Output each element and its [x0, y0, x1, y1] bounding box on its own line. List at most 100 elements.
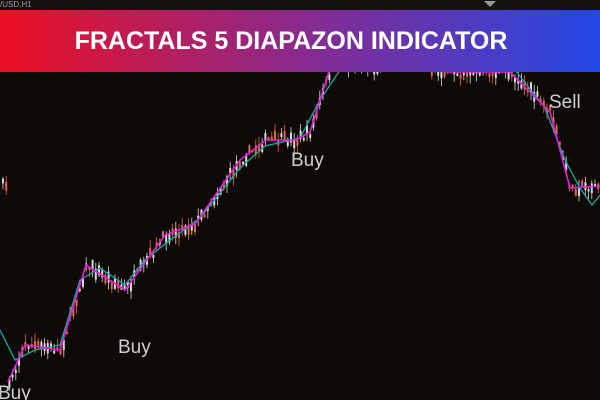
- candle-body: [110, 281, 113, 289]
- candle-body: [14, 369, 17, 373]
- candle-body: [232, 168, 235, 179]
- candle-body: [248, 145, 251, 153]
- candle-body: [178, 231, 180, 239]
- candle-body: [5, 181, 8, 191]
- candle-body: [459, 74, 462, 80]
- candle-body: [286, 141, 289, 147]
- candle-body: [226, 176, 228, 186]
- candle-body: [517, 79, 520, 84]
- signal-label: Buy: [291, 150, 324, 171]
- candle-body: [184, 225, 187, 235]
- candle-body: [274, 130, 276, 141]
- candle-body: [101, 270, 104, 278]
- candle-body: [168, 234, 171, 243]
- candle-body: [142, 260, 145, 265]
- candle-body: [488, 73, 491, 78]
- candle-body: [590, 183, 593, 194]
- candle-body: [302, 137, 305, 141]
- candle-body: [2, 178, 4, 184]
- candle-body: [555, 125, 558, 135]
- candle-body: [523, 80, 526, 90]
- candle-body: [466, 72, 468, 77]
- candle-body: [469, 72, 472, 76]
- candle-body: [130, 281, 132, 292]
- top-strip: [0, 0, 600, 10]
- candle-body: [443, 69, 446, 77]
- candle-body: [162, 231, 164, 238]
- candle-body: [66, 331, 68, 335]
- candle-body: [107, 271, 110, 283]
- signal-label: Buy: [118, 337, 151, 358]
- candle-body: [78, 288, 81, 292]
- candle-body: [453, 72, 456, 75]
- candle-body: [309, 134, 312, 139]
- candle-body: [34, 340, 36, 349]
- candle-body: [306, 124, 308, 135]
- candle-body: [574, 189, 577, 196]
- candle-body: [558, 141, 561, 146]
- candle-body: [62, 340, 65, 351]
- candle-body: [546, 108, 548, 115]
- candle-body: [245, 155, 248, 166]
- candle-body: [584, 182, 587, 190]
- symbol-label: /USD,H1: [0, 0, 32, 9]
- candle-body: [242, 161, 244, 165]
- candle-body: [299, 130, 302, 139]
- candle-body: [430, 71, 433, 77]
- candle-body: [59, 348, 62, 355]
- candle-body: [18, 358, 20, 366]
- candle-body: [56, 347, 59, 350]
- candle-body: [267, 137, 270, 141]
- candle-body: [91, 259, 94, 270]
- candle-body: [50, 343, 52, 349]
- candle-body: [315, 110, 318, 119]
- candle-body: [587, 189, 590, 192]
- moving-average: [0, 65, 600, 361]
- candle-body: [514, 76, 516, 83]
- candle-body: [194, 224, 196, 233]
- candle-body: [82, 278, 84, 287]
- candle-body: [123, 285, 126, 290]
- candle-body: [190, 224, 193, 231]
- candle-body: [94, 268, 97, 280]
- candle-body: [280, 133, 283, 138]
- candle-body: [296, 137, 299, 146]
- candle-body: [440, 72, 443, 79]
- banner-title: FRACTALS 5 DIAPAZON INDICATOR: [75, 27, 508, 55]
- candle-body: [187, 224, 190, 235]
- signal-label: Sell: [549, 92, 581, 113]
- candle-body: [494, 70, 497, 79]
- candle-body: [27, 346, 30, 349]
- candle-body: [53, 350, 56, 354]
- signal-label: Buy: [0, 383, 31, 400]
- candle-body: [293, 139, 296, 149]
- candle-body: [578, 187, 580, 196]
- candle-body: [229, 168, 232, 174]
- candle-body: [290, 132, 292, 143]
- candle-body: [270, 136, 273, 141]
- candle-body: [238, 161, 241, 170]
- candle-body: [462, 73, 465, 76]
- candle-body: [594, 183, 596, 187]
- candle-body: [174, 228, 177, 238]
- candle-body: [437, 68, 440, 76]
- candle-body: [197, 215, 200, 220]
- candle-body: [8, 378, 11, 388]
- candle-body: [264, 132, 267, 141]
- candle-body: [155, 242, 158, 247]
- candle-body: [520, 80, 523, 89]
- candle-body: [40, 341, 43, 350]
- candle-body: [88, 267, 91, 270]
- candle-body: [181, 225, 184, 231]
- candle-body: [219, 187, 222, 195]
- fractal-line: [7, 61, 600, 383]
- dropdown-arrow: [484, 1, 496, 7]
- candle-body: [539, 98, 542, 104]
- candle-body: [11, 375, 14, 378]
- candle-body: [472, 71, 475, 75]
- candle-body: [549, 104, 552, 111]
- candle-body: [37, 341, 40, 346]
- candle-body: [203, 214, 206, 218]
